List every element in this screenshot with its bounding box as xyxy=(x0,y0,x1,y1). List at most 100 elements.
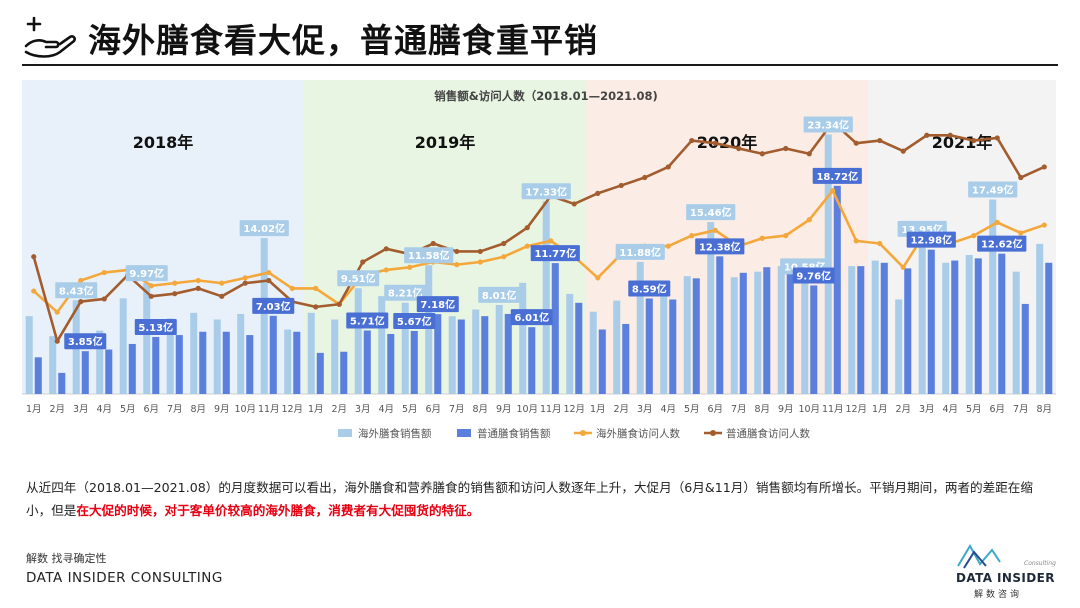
data-label: 9.97亿 xyxy=(129,267,164,280)
bar-regular-sales xyxy=(880,262,888,394)
point-overseas-visitors xyxy=(994,219,1000,225)
header: 海外膳食看大促，普通膳食重平销 xyxy=(22,8,1062,64)
data-label-box xyxy=(346,312,389,329)
point-overseas-visitors xyxy=(266,269,272,276)
point-regular-visitors xyxy=(148,293,154,299)
x-tick-label: 10月 xyxy=(798,404,820,415)
data-label-box xyxy=(906,231,956,248)
bar-regular-sales xyxy=(927,249,935,394)
point-overseas-visitors xyxy=(900,264,906,270)
bar-overseas-sales xyxy=(801,276,809,394)
point-regular-visitors xyxy=(524,225,530,231)
data-label: 11.58亿 xyxy=(408,249,450,262)
data-label-box xyxy=(615,243,665,260)
x-tick-label: 7月 xyxy=(167,404,183,415)
point-regular-visitors xyxy=(31,254,37,260)
bar-overseas-sales xyxy=(542,201,550,394)
bar-regular-sales xyxy=(528,327,536,394)
point-regular-visitors xyxy=(689,137,695,144)
era-background xyxy=(304,80,586,394)
bar-overseas-sales xyxy=(307,312,315,394)
title-divider xyxy=(22,64,1058,66)
legend-swatch xyxy=(457,429,471,437)
x-tick-label: 9月 xyxy=(778,404,794,415)
bar-regular-sales xyxy=(128,343,136,394)
point-overseas-visitors xyxy=(289,285,295,291)
bar-regular-sales xyxy=(504,313,512,394)
point-overseas-visitors xyxy=(31,288,37,294)
bar-overseas-sales xyxy=(96,330,104,394)
data-label: 3.85亿 xyxy=(68,335,103,348)
data-label-box xyxy=(416,296,459,313)
data-label-box xyxy=(812,167,862,184)
bar-overseas-sales xyxy=(1012,271,1020,394)
bar-regular-sales xyxy=(645,298,653,394)
point-regular-visitors xyxy=(877,137,883,144)
x-tick-label: 5月 xyxy=(402,404,418,415)
x-tick-label: 8月 xyxy=(754,404,770,415)
data-label-box xyxy=(695,238,745,255)
point-regular-visitors xyxy=(1018,174,1024,181)
bar-regular-sales xyxy=(763,267,771,394)
data-label: 11.88亿 xyxy=(619,246,661,259)
era-label: 2020年 xyxy=(697,133,758,152)
bar-regular-sales xyxy=(363,330,371,394)
bar-regular-sales xyxy=(175,335,183,394)
point-overseas-visitors xyxy=(54,309,60,315)
bar-regular-sales xyxy=(1045,262,1053,394)
x-tick-label: 3月 xyxy=(73,404,89,415)
bar-overseas-sales xyxy=(190,312,198,394)
bar-regular-sales xyxy=(316,352,324,394)
point-overseas-visitors xyxy=(148,283,154,289)
bar-overseas-sales xyxy=(636,261,644,394)
bar-regular-sales xyxy=(998,253,1006,394)
x-tick-label: 5月 xyxy=(684,404,700,415)
bar-regular-sales xyxy=(34,357,42,394)
point-overseas-visitors xyxy=(595,275,601,281)
bar-overseas-sales xyxy=(613,300,621,394)
data-label: 23.34亿 xyxy=(807,118,849,131)
data-label-box xyxy=(337,270,380,287)
x-tick-label: 1月 xyxy=(308,404,324,415)
bar-regular-sales xyxy=(951,260,959,394)
point-regular-visitors xyxy=(501,240,507,247)
bar-overseas-sales xyxy=(472,309,480,394)
bar-regular-sales xyxy=(739,272,747,394)
bar-regular-sales xyxy=(810,285,818,394)
data-label: 17.49亿 xyxy=(972,184,1014,197)
x-tick-label: 12月 xyxy=(845,404,867,415)
point-overseas-visitors xyxy=(78,277,84,284)
bar-overseas-sales xyxy=(166,318,174,394)
bar-regular-sales xyxy=(786,266,794,394)
x-tick-label: 4月 xyxy=(378,404,394,415)
bar-regular-sales xyxy=(457,319,465,394)
x-tick-label: 2月 xyxy=(331,404,347,415)
point-overseas-visitors xyxy=(1041,222,1047,228)
point-regular-visitors xyxy=(360,259,366,265)
point-overseas-visitors xyxy=(524,243,530,249)
point-regular-visitors xyxy=(736,145,742,152)
logo-subtitle: 解数咨询 xyxy=(974,590,1023,600)
description: 从近四年（2018.01—2021.08）的月度数据可以看出，海外膳食和营养膳食… xyxy=(26,476,1056,522)
point-regular-visitors xyxy=(313,304,319,310)
description-highlight: 在大促的时候，对于客单价较高的海外膳食，消费者有大促囤货的特征。 xyxy=(76,503,480,518)
point-regular-visitors xyxy=(665,164,671,170)
point-regular-visitors xyxy=(195,285,201,291)
bar-overseas-sales xyxy=(871,260,879,394)
data-label: 5.13亿 xyxy=(138,321,173,334)
logo-name: DATA INSIDER xyxy=(956,571,1055,585)
data-label-box xyxy=(521,183,571,200)
legend-swatch-dot xyxy=(580,430,586,436)
x-tick-label: 2月 xyxy=(613,404,629,415)
legend-label: 普通膳食销售额 xyxy=(477,427,551,440)
point-regular-visitors xyxy=(571,201,577,207)
data-label: 7.18亿 xyxy=(420,298,455,311)
data-label-box xyxy=(64,333,107,350)
point-regular-visitors xyxy=(101,296,107,302)
point-overseas-visitors xyxy=(712,227,718,233)
point-regular-visitors xyxy=(54,338,60,344)
x-tick-label: 11月 xyxy=(258,404,280,415)
line-regular-visitors xyxy=(32,120,1045,343)
point-regular-visitors xyxy=(947,132,953,138)
data-label: 9.51亿 xyxy=(341,272,376,285)
